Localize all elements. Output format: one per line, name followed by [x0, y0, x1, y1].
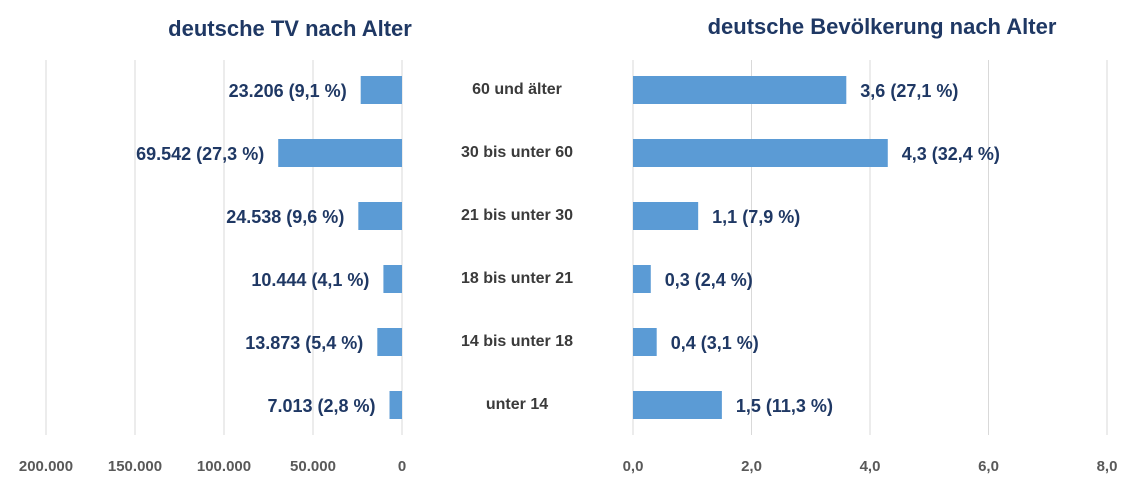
chart-title: deutsche TV nach Alter — [168, 16, 412, 41]
x-tick-label: 6,0 — [978, 458, 999, 475]
value-label: 13.873 (5,4 %) — [245, 333, 363, 353]
category-label: 60 und älter — [472, 81, 562, 98]
x-tick-label: 50.000 — [290, 458, 336, 475]
value-label: 23.206 (9,1 %) — [229, 81, 347, 101]
bar — [633, 391, 722, 419]
value-label: 0,4 (3,1 %) — [671, 333, 759, 353]
bar — [278, 139, 402, 167]
value-label: 69.542 (27,3 %) — [136, 144, 264, 164]
value-label: 7.013 (2,8 %) — [267, 396, 375, 416]
value-label: 10.444 (4,1 %) — [251, 270, 369, 290]
bar — [389, 391, 402, 419]
x-tick-label: 200.000 — [19, 458, 73, 475]
bar — [360, 76, 402, 104]
value-label: 24.538 (9,6 %) — [226, 207, 344, 227]
value-label: 1,1 (7,9 %) — [712, 207, 800, 227]
bar — [633, 328, 657, 356]
x-tick-label: 100.000 — [197, 458, 251, 475]
bar — [383, 265, 402, 293]
x-tick-label: 150.000 — [108, 458, 162, 475]
bar — [358, 202, 402, 230]
bar — [633, 76, 847, 104]
value-label: 4,3 (32,4 %) — [902, 144, 1000, 164]
x-tick-label: 8,0 — [1097, 458, 1118, 475]
x-tick-label: 0 — [398, 458, 406, 475]
category-label: unter 14 — [486, 396, 548, 413]
x-tick-label: 2,0 — [741, 458, 762, 475]
category-label: 21 bis unter 30 — [461, 207, 573, 224]
x-tick-label: 4,0 — [860, 458, 881, 475]
chart-title: deutsche Bevölkerung nach Alter — [708, 14, 1057, 39]
category-label: 18 bis unter 21 — [461, 270, 573, 287]
category-label: 30 bis unter 60 — [461, 144, 573, 161]
bar — [377, 328, 402, 356]
x-tick-label: 0,0 — [623, 458, 644, 475]
bar — [633, 202, 699, 230]
category-label: 14 bis unter 18 — [461, 333, 573, 350]
value-label: 0,3 (2,4 %) — [665, 270, 753, 290]
bar — [633, 265, 651, 293]
value-label: 1,5 (11,3 %) — [736, 396, 833, 416]
bar — [633, 139, 888, 167]
value-label: 3,6 (27,1 %) — [860, 81, 958, 101]
